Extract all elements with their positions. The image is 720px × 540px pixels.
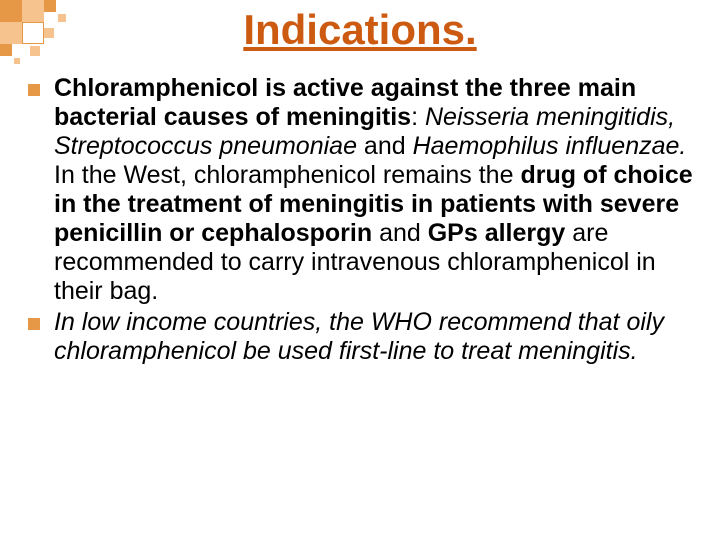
bullet-icon — [28, 318, 40, 330]
slide-title: Indications. — [0, 6, 720, 54]
text: and — [364, 132, 413, 160]
text: and — [379, 219, 428, 247]
list-item: Chloramphenicol is active against the th… — [28, 74, 700, 306]
list-item-text: In low income countries, the WHO recomme… — [54, 308, 700, 366]
deco-square — [14, 58, 20, 64]
list-item-text: Chloramphenicol is active against the th… — [54, 74, 700, 306]
list-item: In low income countries, the WHO recomme… — [28, 308, 700, 366]
text-bold: GPs allergy — [428, 219, 573, 247]
text-italic: In low income countries, the WHO recomme… — [54, 308, 664, 365]
slide: Indications. Chloramphenicol is active a… — [0, 0, 720, 540]
text: In the West, chloramphenicol remains the — [54, 161, 520, 189]
text-italic: Haemophilus influenzae. — [413, 132, 687, 160]
bullet-icon — [28, 84, 40, 96]
slide-body: Chloramphenicol is active against the th… — [28, 74, 700, 368]
text: : — [411, 103, 425, 131]
